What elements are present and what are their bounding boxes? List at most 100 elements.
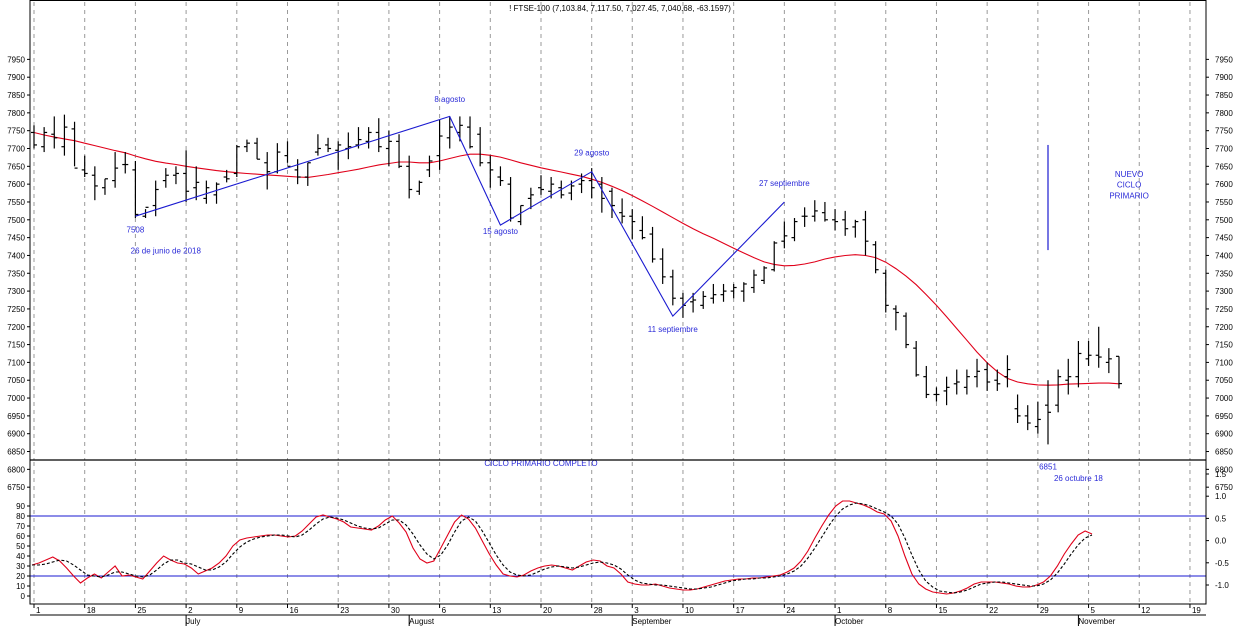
month-label: July xyxy=(186,617,200,626)
ohlc-bar xyxy=(264,152,271,190)
ohlc-bar xyxy=(254,137,261,160)
ohlc-bar xyxy=(872,241,879,274)
price-tick-label-left: 7100 xyxy=(7,358,25,367)
oscillator-signal-series xyxy=(32,502,1093,594)
annotation-label: CICLO PRIMARIO COMPLETO xyxy=(484,459,597,468)
ohlc-bar xyxy=(943,376,950,406)
ohlc-bar xyxy=(162,168,169,188)
x-tick-label: 9 xyxy=(239,606,244,615)
price-tick-label-right: 6950 xyxy=(1215,412,1233,421)
x-tick-label: 28 xyxy=(594,606,603,615)
ohlc-bar xyxy=(984,362,991,391)
ohlc-bar xyxy=(426,155,433,178)
ohlc-bar xyxy=(801,207,808,227)
price-tick-label-left: 7350 xyxy=(7,269,25,278)
annotation-label: 15 agosto xyxy=(483,227,519,236)
ohlc-bar xyxy=(406,155,413,199)
annotation-label: 27 septiembre xyxy=(759,179,810,188)
ohlc-bar xyxy=(862,210,869,256)
ohlc-bar xyxy=(1004,355,1011,388)
ohlc-bar xyxy=(1024,405,1031,431)
oscillator-tick-label-right: 0.5 xyxy=(1215,514,1227,523)
ohlc-bar xyxy=(1014,394,1021,424)
oscillator-tick-label-right: 1.5 xyxy=(1215,470,1227,479)
ohlc-bar xyxy=(608,187,615,219)
price-tick-label-left: 7200 xyxy=(7,323,25,332)
ohlc-bar xyxy=(963,369,970,395)
ohlc-bar xyxy=(649,226,656,263)
ohlc-bar xyxy=(882,269,889,313)
ohlc-bar xyxy=(1105,348,1112,374)
ohlc-bar xyxy=(213,182,220,204)
ohlc-bar xyxy=(132,160,139,219)
x-tick-label: 8 xyxy=(888,606,893,615)
oscillator-tick-label-left: 40 xyxy=(16,552,25,561)
x-tick-label: 19 xyxy=(1192,606,1201,615)
price-tick-label-left: 7400 xyxy=(7,251,25,260)
ohlc-bar xyxy=(416,180,423,195)
price-tick-label-left: 7300 xyxy=(7,287,25,296)
price-tick-label-right: 7750 xyxy=(1215,127,1233,136)
price-tick-label-left: 7550 xyxy=(7,198,25,207)
x-tick-label: 23 xyxy=(340,606,349,615)
price-tick-label-left: 7700 xyxy=(7,145,25,154)
ohlc-bar xyxy=(933,387,940,402)
ohlc-bar xyxy=(1075,341,1082,388)
ohlc-bar xyxy=(335,141,342,170)
ohlc-bar xyxy=(659,248,666,284)
month-label: September xyxy=(632,617,671,626)
price-tick-label-right: 7200 xyxy=(1215,323,1233,332)
price-tick-label-left: 6850 xyxy=(7,448,25,457)
ohlc-bar xyxy=(487,155,494,188)
chart-title: ! FTSE-100 (7,103.84, 7,117.50, 7,027.45… xyxy=(509,4,731,13)
price-tick-label-right: 7400 xyxy=(1215,251,1233,260)
ohlc-bar xyxy=(477,127,484,167)
ohlc-bar xyxy=(852,219,859,238)
oscillator-reference-lines xyxy=(30,515,1206,577)
ohlc-bar xyxy=(375,118,382,153)
annotation-label: 7508 xyxy=(127,225,145,234)
price-tick-label-left: 7250 xyxy=(7,305,25,314)
ohlc-bar xyxy=(923,365,930,399)
x-tick-label: 16 xyxy=(290,606,299,615)
ohlc-bar xyxy=(720,283,727,302)
oscillator-tick-label-left: 20 xyxy=(16,572,25,581)
price-tick-label-left: 7450 xyxy=(7,234,25,243)
price-tick-label-left: 6800 xyxy=(7,465,25,474)
plot-border xyxy=(29,0,1207,605)
ohlc-bar xyxy=(710,283,717,304)
oscillator-tick-label-left: 60 xyxy=(16,532,25,541)
price-tick-label-left: 6750 xyxy=(7,483,25,492)
x-tick-label: 1 xyxy=(36,606,41,615)
oscillator-tick-label-right: -0.5 xyxy=(1215,559,1229,568)
price-tick-label-right: 6900 xyxy=(1215,430,1233,439)
x-tick-label: 2 xyxy=(188,606,193,615)
price-tick-label-right: 7900 xyxy=(1215,73,1233,82)
price-panel: ! FTSE-100 (7,103.84, 7,117.50, 7,027.45… xyxy=(7,4,1233,492)
x-tick-label: 20 xyxy=(543,606,552,615)
ohlc-bar xyxy=(578,173,585,194)
price-tick-label-right: 7850 xyxy=(1215,91,1233,100)
annotation-label: 11 septiembre xyxy=(648,325,699,334)
annotations: 7508 26 de junio de 2018 8 agosto 15 agosto… xyxy=(127,95,1149,483)
price-bars xyxy=(31,114,1122,445)
ohlc-bar xyxy=(771,241,778,272)
x-tick-label: 3 xyxy=(634,606,639,615)
ohlc-bar xyxy=(1045,380,1051,445)
ohlc-bar xyxy=(1034,401,1041,434)
ohlc-bar xyxy=(994,369,1001,391)
price-tick-label-left: 7900 xyxy=(7,73,25,82)
price-tick-label-left: 7050 xyxy=(7,376,25,385)
price-tick-label-right: 7250 xyxy=(1215,305,1233,314)
oscillator-tick-label-right: 0.0 xyxy=(1215,537,1227,546)
price-tick-label-right: 7300 xyxy=(1215,287,1233,296)
month-label: October xyxy=(835,617,864,626)
ohlc-bar xyxy=(913,341,920,377)
swing-lines xyxy=(135,115,785,318)
moving-average-series xyxy=(33,131,1120,386)
price-tick-label-right: 7950 xyxy=(1215,55,1233,64)
ohlc-bar xyxy=(761,266,768,284)
ohlc-bar xyxy=(1115,355,1122,389)
